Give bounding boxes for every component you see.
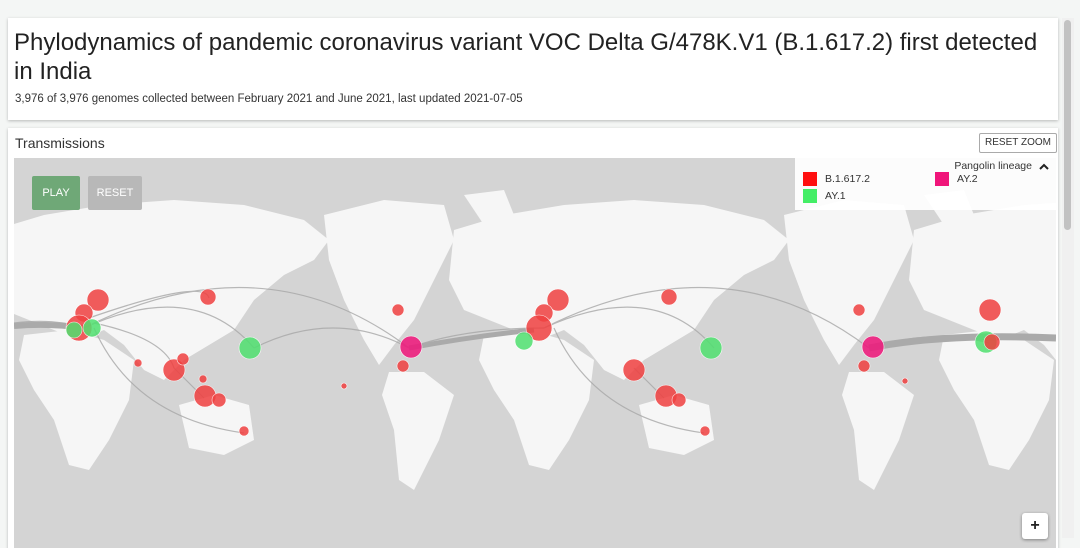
page-title: Phylodynamics of pandemic coronavirus va… xyxy=(14,29,1038,85)
collapse-icon[interactable] xyxy=(1038,162,1050,172)
legend-label[interactable]: AY.2 xyxy=(957,173,978,185)
legend: Pangolin lineage B.1.617.2 AY.2 AY.1 xyxy=(795,158,1056,210)
legend-label[interactable]: B.1.617.2 xyxy=(825,173,870,185)
zoom-in-button[interactable]: + xyxy=(1022,513,1048,539)
legend-label[interactable]: AY.1 xyxy=(825,190,846,202)
play-button[interactable]: PLAY xyxy=(32,176,80,210)
scrollbar-thumb[interactable] xyxy=(1064,20,1071,230)
reset-zoom-button[interactable]: RESET ZOOM xyxy=(979,133,1057,153)
legend-title[interactable]: Pangolin lineage xyxy=(954,160,1032,172)
page-subtitle: 3,976 of 3,976 genomes collected between… xyxy=(15,93,523,105)
reset-button[interactable]: RESET xyxy=(88,176,142,210)
header-card xyxy=(8,18,1058,120)
legend-swatch[interactable] xyxy=(803,172,817,186)
legend-swatch[interactable] xyxy=(803,189,817,203)
map xyxy=(14,158,1056,548)
legend-swatch[interactable] xyxy=(935,172,949,186)
transmission-band xyxy=(868,333,1056,352)
panel-title: Transmissions xyxy=(15,135,105,151)
transmission-band xyxy=(408,327,535,351)
location-markers xyxy=(65,288,1002,437)
